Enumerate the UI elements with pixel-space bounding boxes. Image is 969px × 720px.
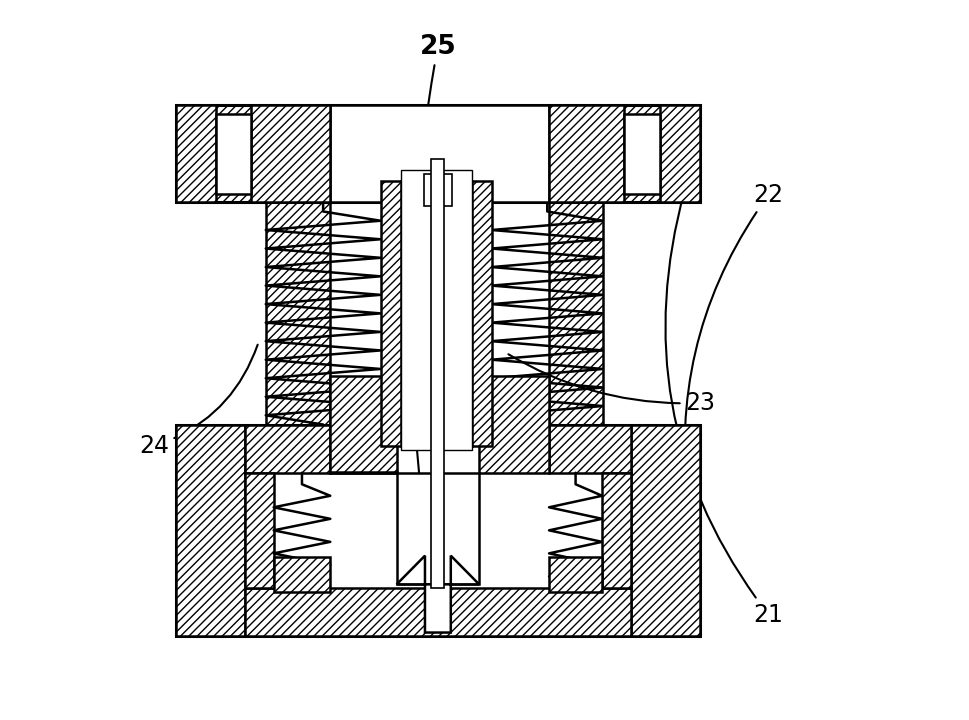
Text: 23: 23 <box>509 354 715 415</box>
Bar <box>549 105 624 202</box>
Bar <box>330 377 396 473</box>
Bar <box>400 170 472 450</box>
Bar <box>624 114 660 194</box>
Bar <box>245 425 330 473</box>
Text: 25: 25 <box>412 34 456 637</box>
Polygon shape <box>396 556 479 633</box>
Bar <box>631 425 700 636</box>
Bar <box>396 473 479 585</box>
Bar <box>176 425 700 636</box>
Bar <box>549 425 631 473</box>
Bar <box>419 174 457 206</box>
Bar <box>400 181 472 446</box>
Bar <box>251 105 330 202</box>
Bar <box>273 557 330 592</box>
Bar <box>176 105 215 202</box>
Bar <box>215 114 251 194</box>
Bar <box>660 105 700 202</box>
Bar <box>266 202 330 425</box>
Bar <box>549 202 603 425</box>
Bar <box>602 473 631 588</box>
Bar <box>176 105 700 202</box>
Bar <box>330 105 549 202</box>
Bar <box>431 159 445 588</box>
Text: 22: 22 <box>685 183 784 506</box>
Bar <box>245 588 631 636</box>
Bar <box>479 377 549 473</box>
Text: 24: 24 <box>139 345 258 458</box>
Bar <box>381 181 491 446</box>
Bar <box>245 473 273 588</box>
Text: 21: 21 <box>666 191 783 626</box>
Bar <box>549 557 602 592</box>
Bar <box>330 105 549 202</box>
Bar <box>423 174 452 206</box>
Bar <box>176 425 245 636</box>
